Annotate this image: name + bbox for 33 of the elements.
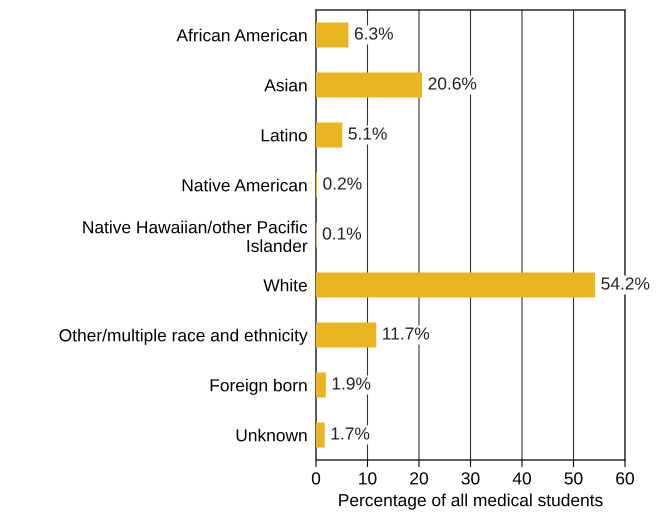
data-label: 5.1%: [348, 127, 387, 140]
bar: [316, 272, 596, 298]
x-tick-label: 0: [312, 472, 320, 485]
y-tick-label: Asian: [264, 78, 307, 92]
x-axis-title: Percentage of all medical students: [339, 494, 603, 510]
x-tick-label: 50: [564, 472, 582, 485]
data-label: 11.7%: [383, 327, 430, 340]
bar: [316, 22, 348, 48]
x-tick-label: 10: [359, 472, 376, 485]
x-tick-label: 30: [462, 472, 480, 485]
y-tick-label: Foreign born: [210, 378, 307, 395]
y-tick-label: African American: [176, 28, 307, 42]
data-label: 20.6%: [428, 77, 476, 90]
bar: [316, 372, 326, 398]
y-tick-label: Native American: [182, 178, 307, 192]
data-label: 54.2%: [601, 277, 650, 290]
data-label: 6.3%: [354, 27, 393, 40]
bar: [316, 322, 376, 348]
y-tick-label: Latino: [262, 128, 307, 142]
x-tick-label: 60: [616, 472, 634, 485]
x-tick-label: 20: [410, 472, 428, 485]
data-label: 1.7%: [332, 427, 370, 440]
data-label: 0.2%: [323, 177, 362, 190]
bar: [316, 422, 325, 448]
y-tick-label: Unknown: [236, 428, 307, 442]
bar: [316, 122, 342, 148]
data-label: 0.1%: [322, 227, 362, 240]
y-tick-label: Other/multiple race and ethnicity: [60, 328, 308, 345]
bar: [316, 72, 422, 98]
y-tick-label: White: [263, 278, 307, 292]
y-tick-label: Native Hawaiian/other Pacific Islander: [83, 220, 308, 252]
data-label: 1.9%: [332, 377, 370, 390]
x-tick-label: 40: [512, 472, 531, 485]
